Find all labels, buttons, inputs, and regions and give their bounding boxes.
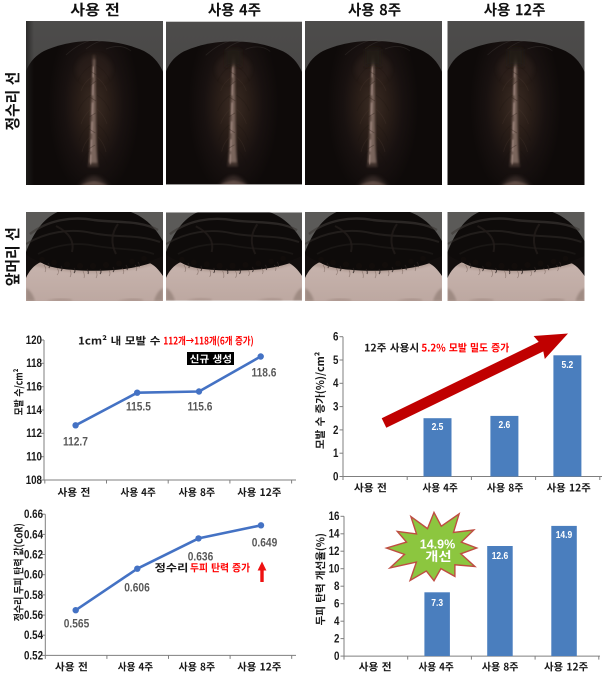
svg-text:14.9%: 14.9%: [420, 538, 455, 552]
svg-text:120: 120: [26, 334, 42, 347]
svg-text:6: 6: [334, 598, 339, 611]
svg-text:112: 112: [26, 428, 42, 441]
svg-text:12: 12: [329, 545, 340, 558]
svg-text:5.2: 5.2: [561, 359, 573, 370]
svg-text:2.5: 2.5: [432, 421, 444, 432]
svg-text:0.606: 0.606: [124, 582, 150, 595]
svg-text:0.64: 0.64: [24, 529, 43, 542]
svg-text:0.58: 0.58: [24, 589, 43, 602]
svg-text:14.9: 14.9: [556, 529, 573, 540]
svg-text:115.5: 115.5: [126, 401, 151, 414]
svg-text:118.6: 118.6: [252, 367, 277, 380]
svg-text:114: 114: [26, 404, 42, 417]
svg-text:0.636: 0.636: [188, 551, 214, 564]
svg-text:5: 5: [333, 354, 338, 367]
svg-text:118: 118: [26, 358, 42, 371]
svg-text:116: 116: [26, 381, 42, 394]
svg-text:0.56: 0.56: [24, 609, 43, 622]
svg-text:0.565: 0.565: [64, 618, 90, 631]
svg-text:8: 8: [334, 580, 339, 593]
svg-text:16: 16: [329, 511, 340, 524]
svg-text:110: 110: [26, 451, 42, 464]
svg-text:0.66: 0.66: [24, 508, 43, 521]
svg-text:0.52: 0.52: [24, 650, 43, 663]
svg-text:0.60: 0.60: [24, 569, 43, 582]
svg-text:3: 3: [333, 401, 338, 414]
svg-text:6: 6: [333, 331, 338, 344]
svg-text:2.6: 2.6: [498, 419, 510, 430]
svg-text:108: 108: [26, 474, 42, 487]
svg-text:4: 4: [334, 615, 339, 628]
svg-text:2: 2: [334, 633, 339, 646]
svg-text:0.62: 0.62: [24, 549, 43, 562]
svg-text:14: 14: [329, 528, 340, 541]
svg-text:1: 1: [333, 447, 338, 460]
svg-text:115.6: 115.6: [188, 401, 213, 414]
svg-text:0: 0: [333, 471, 338, 484]
svg-text:10: 10: [329, 563, 340, 576]
svg-text:0.54: 0.54: [24, 629, 43, 642]
svg-text:12.6: 12.6: [492, 550, 509, 561]
svg-text:7.3: 7.3: [431, 597, 443, 608]
svg-text:0: 0: [334, 650, 339, 663]
svg-text:0.649: 0.649: [252, 537, 278, 550]
svg-text:112.7: 112.7: [63, 436, 88, 449]
svg-text:2: 2: [333, 424, 338, 437]
svg-text:4: 4: [333, 378, 338, 391]
